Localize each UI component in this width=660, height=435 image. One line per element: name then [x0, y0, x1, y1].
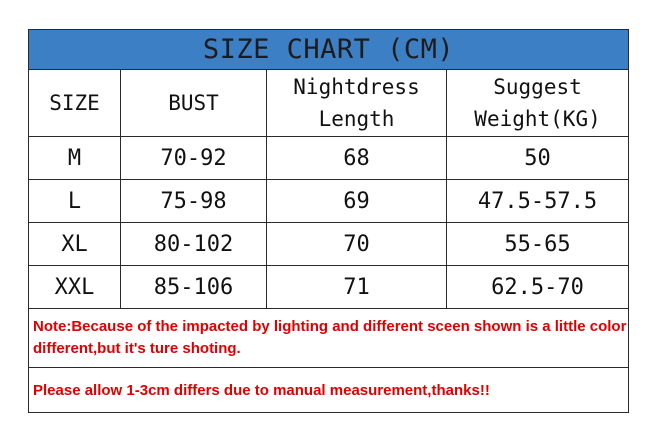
weight-cell: 47.5-57.5 [445, 179, 630, 223]
table-row: L 75-98 69 47.5-57.5 [28, 179, 630, 223]
header-nightdress-length: Nightdress Length [266, 69, 447, 137]
size-cell: M [28, 136, 121, 180]
size-chart-table: SIZE CHART (CM) SIZE BUST Nightdress Len… [27, 29, 630, 413]
bust-cell: 80-102 [120, 222, 267, 266]
bust-cell: 85-106 [120, 265, 267, 309]
weight-cell: 50 [445, 136, 630, 180]
header-size: SIZE [28, 69, 121, 137]
note-row: Note:Because of the impacted by lighting… [27, 308, 630, 368]
length-cell: 70 [266, 222, 447, 266]
table-row: XXL 85-106 71 62.5-70 [28, 265, 630, 309]
table-row: XL 80-102 70 55-65 [28, 222, 630, 266]
header-row: SIZE BUST Nightdress Length Suggest Weig… [28, 69, 630, 137]
weight-cell: 62.5-70 [445, 265, 630, 309]
weight-cell: 55-65 [445, 222, 630, 266]
bust-cell: 75-98 [120, 179, 267, 223]
length-cell: 68 [266, 136, 447, 180]
measurement-note: Please allow 1-3cm differs due to manual… [27, 367, 630, 413]
note-row: Please allow 1-3cm differs due to manual… [27, 367, 630, 413]
header-suggest-weight: Suggest Weight(KG) [445, 69, 630, 137]
table-row: M 70-92 68 50 [28, 136, 630, 180]
size-cell: XXL [28, 265, 121, 309]
size-cell: XL [28, 222, 121, 266]
length-cell: 69 [266, 179, 447, 223]
color-note: Note:Because of the impacted by lighting… [27, 308, 630, 368]
chart-title: SIZE CHART (CM) [27, 29, 630, 70]
size-chart: SIZE CHART (CM) SIZE BUST Nightdress Len… [27, 29, 630, 413]
length-cell: 71 [266, 265, 447, 309]
header-bust: BUST [120, 69, 267, 137]
size-cell: L [28, 179, 121, 223]
bust-cell: 70-92 [120, 136, 267, 180]
